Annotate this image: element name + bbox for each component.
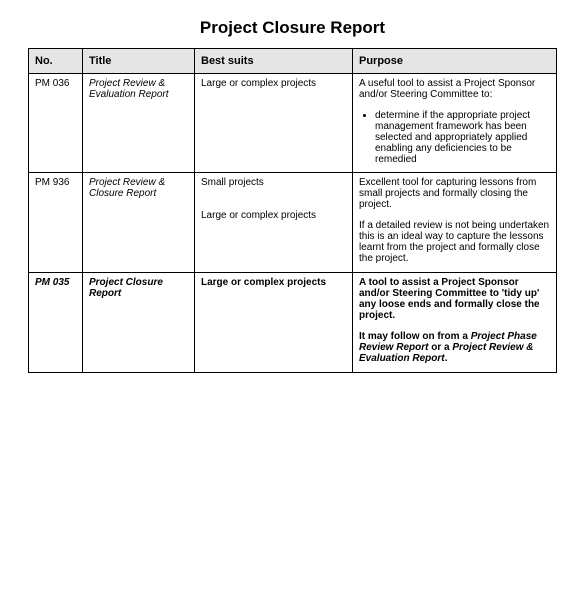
header-title: Title [83,49,195,74]
table-row: PM 936 Project Review & Closure Report S… [29,173,557,273]
purpose-list: determine if the appropriate project man… [359,110,550,165]
purpose-para-1: Excellent tool for capturing lessons fro… [359,177,550,210]
text-frag: It may follow on from a [359,331,471,342]
cell-title: Project Closure Report [83,273,195,373]
page-title: Project Closure Report [28,18,557,38]
report-table: No. Title Best suits Purpose PM 036 Proj… [28,48,557,373]
header-best-suits: Best suits [195,49,353,74]
cell-purpose: A useful tool to assist a Project Sponso… [353,74,557,173]
purpose-para-1: A tool to assist a Project Sponsor and/o… [359,277,550,321]
header-purpose: Purpose [353,49,557,74]
cell-no: PM 035 [29,273,83,373]
cell-no: PM 936 [29,173,83,273]
cell-best-suits: Large or complex projects [195,74,353,173]
header-no: No. [29,49,83,74]
cell-title: Project Review & Closure Report [83,173,195,273]
purpose-para-2: If a detailed review is not being undert… [359,220,550,264]
spacer [201,188,346,210]
table-row: PM 036 Project Review & Evaluation Repor… [29,74,557,173]
cell-best-suits: Large or complex projects [195,273,353,373]
cell-best-suits: Small projects Large or complex projects [195,173,353,273]
purpose-bullet: determine if the appropriate project man… [375,110,550,165]
table-row: PM 035 Project Closure Report Large or c… [29,273,557,373]
cell-no: PM 036 [29,74,83,173]
text-frag: . [445,353,448,364]
cell-purpose: Excellent tool for capturing lessons fro… [353,173,557,273]
table-header-row: No. Title Best suits Purpose [29,49,557,74]
document-page: Project Closure Report No. Title Best su… [0,0,585,373]
text-frag: or a [428,342,452,353]
purpose-intro: A useful tool to assist a Project Sponso… [359,78,550,100]
best-line-1: Small projects [201,177,346,188]
cell-purpose: A tool to assist a Project Sponsor and/o… [353,273,557,373]
cell-title: Project Review & Evaluation Report [83,74,195,173]
best-line-2: Large or complex projects [201,210,346,221]
purpose-para-2: It may follow on from a Project Phase Re… [359,331,550,364]
